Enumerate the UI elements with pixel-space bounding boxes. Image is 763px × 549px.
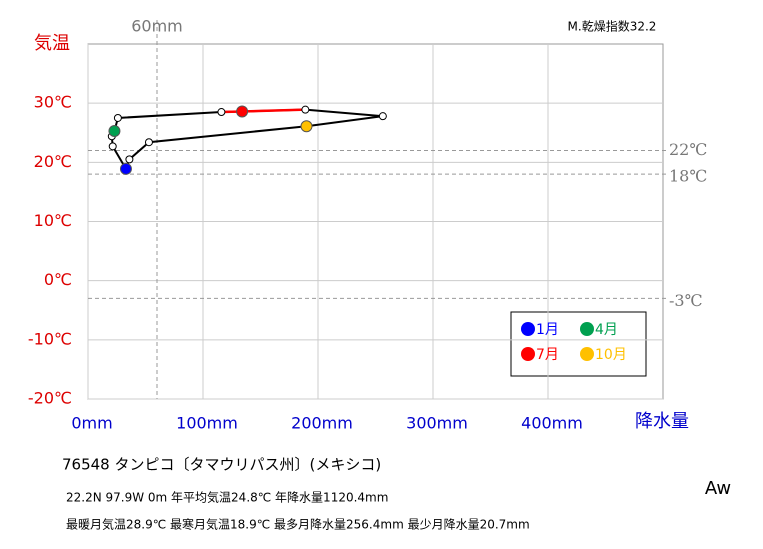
y-tick-label: -10℃ [28,329,72,348]
month-point [125,155,134,164]
y-tick-label: -20℃ [28,389,72,408]
legend-swatch [580,347,594,361]
station-name: 76548 タンピコ〔タマウリパス州〕(メキシコ) [62,456,381,474]
climate-loop [110,108,383,172]
x-tick-label: 100mm [176,414,238,433]
legend-label: 7月 [536,347,559,363]
info-line: 22.2N 97.9W 0m 年平均気温24.8℃ 年降水量1120.4mm [66,490,388,505]
y-tick-label: 20℃ [34,152,72,171]
reference-label: -3℃ [669,291,702,310]
legend-swatch [521,347,535,361]
x-tick-label: 200mm [291,414,353,433]
reference-label: 22℃ [669,140,707,159]
x-tick-label: 300mm [406,414,468,433]
month-marker [300,120,313,133]
month-point [144,138,153,147]
legend-swatch [580,322,594,336]
x-axis-label: 降水量 [635,411,689,432]
aridity-index: M.乾燥指数32.2 [568,19,657,34]
y-tick-label: 0℃ [44,270,72,289]
legend-swatch [521,322,535,336]
y-tick-label: 10℃ [34,211,72,230]
highlight-segment [221,108,306,114]
month-marker [236,105,249,118]
month-marker [119,162,132,175]
reference-label: 18℃ [669,167,707,186]
climate-class: Aw [705,478,731,499]
legend-label: 10月 [595,347,627,363]
month-point [113,113,122,122]
info-line: 最暖月気温28.9℃ 最寒月気温18.9℃ 最多月降水量256.4mm 最少月降… [66,517,530,532]
y-tick-label: 30℃ [34,93,72,112]
legend-label: 4月 [595,322,618,338]
month-point [217,108,226,117]
month-point [108,142,117,151]
x-tick-label: 0mm [71,414,112,433]
reference-label: 60mm [131,17,183,36]
x-tick-label: 400mm [521,414,583,433]
month-marker [108,124,121,137]
y-axis-label: 気温 [34,33,70,54]
legend-label: 1月 [536,322,559,338]
month-point [301,105,310,114]
month-point [378,112,387,121]
legend-box [510,311,647,377]
